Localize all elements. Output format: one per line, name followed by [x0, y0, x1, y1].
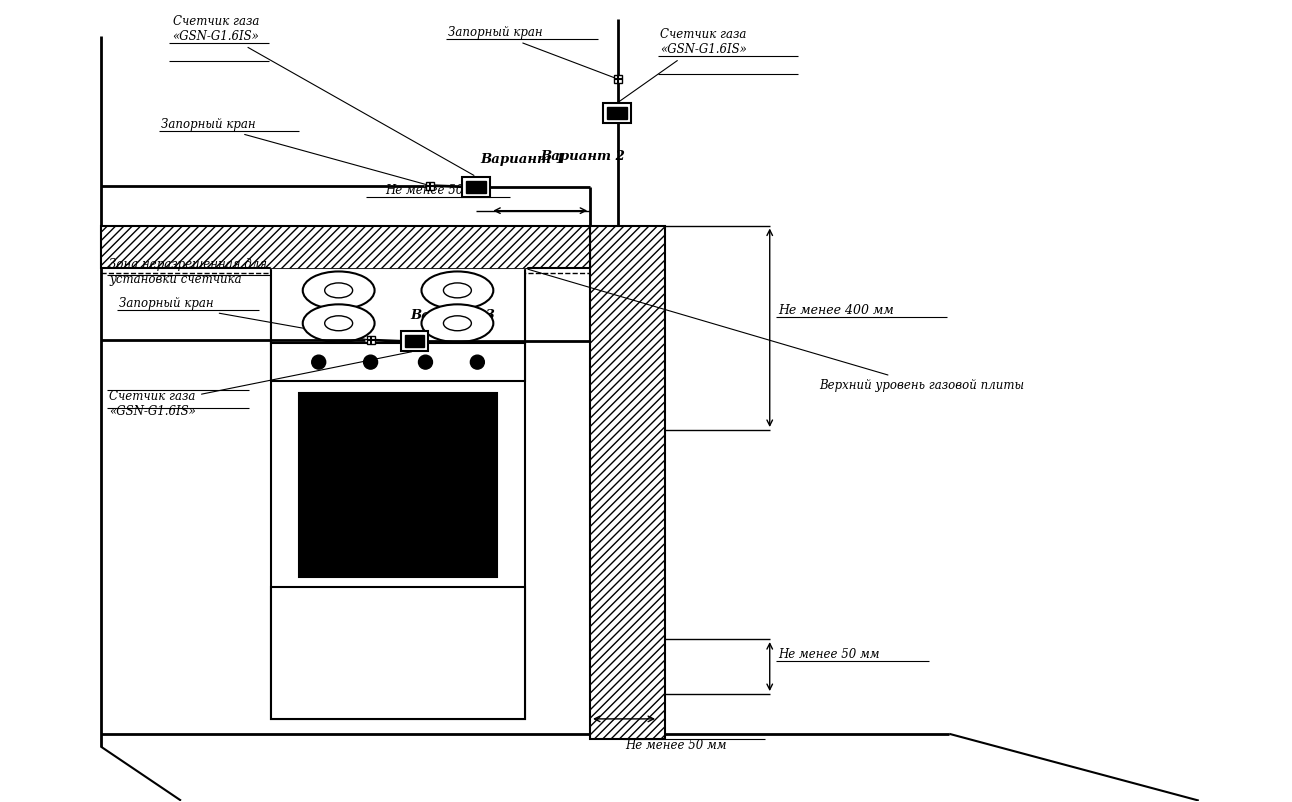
Polygon shape — [101, 225, 590, 269]
Text: Не менее 400 мм: Не менее 400 мм — [778, 304, 894, 318]
Ellipse shape — [324, 316, 353, 330]
Circle shape — [470, 355, 484, 369]
Bar — [466, 180, 486, 192]
Bar — [426, 182, 434, 190]
Text: Запорный кран: Запорный кран — [119, 298, 368, 340]
Bar — [614, 75, 621, 83]
Ellipse shape — [302, 304, 375, 342]
Bar — [463, 176, 491, 196]
Bar — [603, 103, 630, 123]
Text: Не менее 50 мм: Не менее 50 мм — [778, 648, 880, 661]
Text: Счетчик газа
«GSN-G1.6IS»: Счетчик газа «GSN-G1.6IS» — [619, 28, 747, 101]
Text: Не менее 50 мм: Не менее 50 мм — [385, 184, 486, 196]
Text: Вариант 2: Вариант 2 — [540, 150, 625, 163]
Text: Счетчик газа
«GSN-G1.6IS»: Счетчик газа «GSN-G1.6IS» — [109, 352, 412, 418]
Circle shape — [363, 355, 377, 369]
Bar — [401, 331, 429, 351]
Ellipse shape — [421, 304, 494, 342]
Ellipse shape — [421, 271, 494, 310]
Bar — [298, 393, 497, 577]
Bar — [367, 336, 375, 344]
Ellipse shape — [443, 283, 472, 298]
Circle shape — [419, 355, 433, 369]
Text: Запорный кран: Запорный кран — [162, 118, 428, 185]
Polygon shape — [590, 225, 665, 739]
Bar — [271, 269, 526, 719]
Bar — [271, 343, 526, 381]
Bar — [271, 587, 526, 719]
Text: Не менее 50 мм: Не менее 50 мм — [625, 739, 726, 751]
Circle shape — [311, 355, 326, 369]
Text: Запорный кран: Запорный кран — [448, 26, 615, 78]
Bar — [404, 335, 425, 347]
Bar — [271, 269, 526, 343]
Text: Зона неразрешенная для
установки счетчика: Зона неразрешенная для установки счетчик… — [109, 258, 267, 286]
Text: Счетчик газа
«GSN-G1.6IS»: Счетчик газа «GSN-G1.6IS» — [173, 15, 474, 176]
Ellipse shape — [324, 283, 353, 298]
Text: Вариант 3: Вариант 3 — [411, 310, 495, 322]
Text: Верхний уровень газовой плиты: Верхний уровень газовой плиты — [528, 269, 1025, 391]
Polygon shape — [271, 250, 543, 269]
Text: Вариант 1: Вариант 1 — [481, 153, 565, 166]
Ellipse shape — [443, 316, 472, 330]
Ellipse shape — [302, 271, 375, 310]
Bar — [607, 107, 627, 119]
